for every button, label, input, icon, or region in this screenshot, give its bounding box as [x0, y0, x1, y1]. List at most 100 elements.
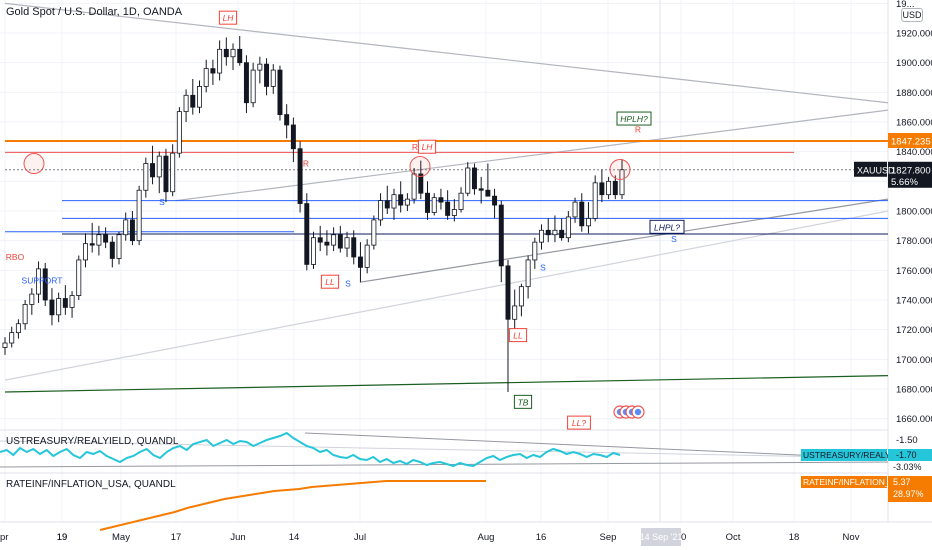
candle-down [384, 200, 390, 209]
price-label-last-value: 1827.800 [891, 165, 931, 176]
candle-up [458, 192, 464, 210]
annotation-box [616, 111, 652, 126]
candle-down [445, 201, 451, 216]
candle-up [203, 68, 209, 87]
candle-up [572, 201, 578, 218]
trendline [175, 109, 889, 202]
time-tick-label: Sep [600, 532, 617, 543]
candle-up [156, 155, 162, 178]
candle-up [431, 197, 437, 213]
price-tick-label: 1880.000 [896, 88, 932, 99]
candle-down [223, 48, 229, 58]
candle-down [109, 241, 115, 259]
indicator-value-change: -3.03% [893, 462, 922, 472]
highlight-circle [23, 153, 45, 175]
time-tick-label: 18 [789, 532, 800, 543]
indicator-value-change: 28.97% [893, 489, 924, 499]
highlight-circle [609, 158, 631, 180]
candle-down [150, 163, 156, 178]
annotation-label: R [412, 142, 418, 152]
candle-down [357, 256, 363, 268]
annotation-label: TB [518, 397, 529, 407]
inflation-series [99, 480, 486, 531]
candle-down [498, 204, 504, 267]
price-tick-label: 1760.000 [896, 266, 932, 277]
candle-up [539, 229, 545, 243]
candle-up [378, 200, 384, 221]
time-tick-label: Jun [230, 532, 245, 543]
candle-up [270, 69, 276, 87]
candle-down [505, 265, 511, 320]
axis-lines [0, 0, 932, 523]
indicator-badge [801, 476, 887, 488]
candle-down [243, 62, 249, 104]
candle-up [36, 268, 42, 295]
price-label-orange [888, 132, 932, 148]
candle-down [264, 63, 270, 87]
indicator-badge [801, 449, 887, 461]
candle-up [15, 323, 21, 334]
candle-up [116, 234, 122, 259]
candle-up [176, 111, 182, 154]
candle-up [565, 216, 571, 239]
candle-down [103, 234, 109, 243]
annotation-label: R [635, 124, 641, 134]
annotation-label: RBO [6, 252, 25, 262]
highlight-circles[interactable] [23, 153, 631, 180]
annotation-label: SUPPORT [22, 276, 63, 286]
price-tick-label: 1840.000 [896, 147, 932, 158]
candle-down [62, 298, 68, 308]
trendline [4, 2, 889, 104]
candle-up [22, 304, 28, 325]
price-label-orange-value: 1847.235 [891, 136, 931, 147]
candle-up [217, 48, 223, 74]
candle-down [478, 188, 484, 191]
candle-down [210, 68, 216, 74]
candle-up [619, 169, 625, 196]
time-tick-label: Nov [843, 532, 860, 543]
currency-badge[interactable]: USD [901, 8, 923, 22]
time-axis[interactable]: pr19May17Jun14Jul19Aug16Sep20Oct18Nov14 … [0, 528, 860, 546]
candle-down [49, 299, 55, 316]
candle-up [585, 218, 591, 227]
candle-up [2, 342, 8, 348]
indicator-value-box [888, 449, 932, 461]
price-label-last-change: 5.66% [891, 177, 918, 188]
candle-down [129, 219, 135, 242]
candle-down [290, 124, 296, 150]
price-tick-label: 1780.000 [896, 236, 932, 247]
price-tick-label: 1900.000 [896, 58, 932, 69]
candle-up [552, 229, 558, 236]
candle-down [398, 194, 404, 206]
candle-down [471, 167, 477, 190]
candle-down [277, 69, 283, 115]
candle-down [304, 203, 310, 265]
annotation-label: LHPL? [654, 222, 680, 232]
candle-up [56, 298, 62, 316]
event-markers[interactable] [613, 405, 645, 419]
horizontal-lines[interactable] [5, 139, 888, 235]
candle-down [42, 268, 48, 301]
annotation-label: S [540, 262, 546, 272]
indicator-value-box [888, 476, 932, 502]
candle-up [136, 189, 142, 242]
price-axis[interactable]: 1660.000 1680.000 1700.000 1720.000 1740.000… [896, 0, 932, 425]
price-tick-label: 1660.000 [896, 414, 932, 425]
candle-up [257, 63, 263, 71]
candle-up [82, 243, 88, 261]
indicator-tick-label: -1.50 [896, 435, 918, 446]
candle-up [29, 293, 35, 305]
annotation-label: S [671, 234, 677, 244]
candle-down [599, 182, 605, 196]
candle-up [411, 173, 417, 200]
realyield-pane[interactable]: -1.50 USTREASURY/REALYIELD-1.70 -3.03% [0, 431, 932, 472]
time-tick-label: 19 [57, 532, 68, 543]
candle-up [404, 198, 410, 206]
candle-down [297, 148, 303, 204]
trendlines[interactable] [4, 2, 889, 393]
candle-up [451, 209, 457, 216]
